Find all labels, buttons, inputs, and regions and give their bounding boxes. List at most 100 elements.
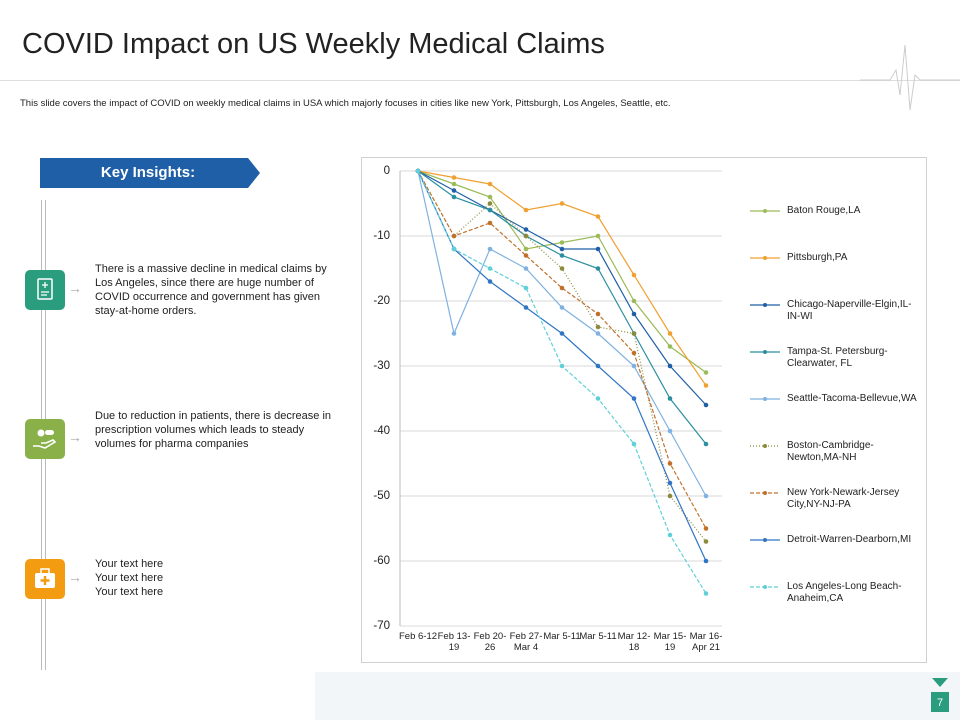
point	[595, 214, 601, 219]
point	[559, 285, 565, 291]
x-tick-label: Feb 27-Mar 4	[509, 631, 543, 653]
point	[523, 227, 529, 232]
legend-entry: New York-Newark-Jersey City,NY-NJ-PA	[787, 487, 900, 510]
point	[631, 350, 637, 356]
point	[487, 220, 493, 226]
arrow: →	[68, 280, 82, 296]
point	[523, 266, 529, 271]
legend-entry: Baton Rouge,LA	[787, 205, 861, 216]
icon-firstaid	[25, 559, 65, 599]
point	[631, 298, 637, 304]
point	[595, 396, 601, 401]
point	[667, 493, 673, 499]
x-tick-label: Feb 13-19	[437, 631, 471, 653]
insights-heading: Key Insights:	[101, 164, 195, 181]
legend-swatch-marker	[763, 585, 767, 589]
point	[487, 207, 493, 213]
point	[667, 344, 673, 349]
y-tick-label: -20	[373, 295, 390, 307]
legend-entry: Seattle-Tacoma-Bellevue,WA	[787, 393, 917, 404]
icon-medical	[25, 270, 65, 310]
legend-swatch-marker	[763, 538, 767, 542]
legend-swatch-marker	[763, 303, 767, 307]
legend-entry: Boston-Cambridge-Newton,MA-NH	[787, 440, 874, 463]
point	[523, 253, 529, 258]
y-tick-label: -50	[373, 490, 390, 502]
point	[487, 266, 493, 271]
point	[703, 539, 709, 544]
point	[631, 331, 637, 336]
legend-swatch-marker	[763, 397, 767, 401]
page-badge: 7	[931, 678, 949, 712]
point	[559, 246, 565, 252]
y-tick-label: -40	[373, 425, 390, 437]
point	[487, 201, 493, 206]
point	[559, 253, 565, 258]
point	[451, 246, 457, 252]
title-rule	[0, 80, 960, 81]
arrow: →	[68, 569, 82, 585]
y-tick-label: -70	[373, 620, 390, 632]
point	[523, 305, 529, 310]
point	[451, 233, 457, 239]
point	[559, 331, 565, 336]
insight-text: There is a massive decline in medical cl…	[95, 263, 327, 317]
chart-frame	[361, 157, 927, 663]
point	[487, 246, 493, 252]
point	[667, 461, 673, 466]
x-tick-label: Feb 20-26	[473, 631, 507, 653]
point	[631, 272, 637, 278]
point	[703, 402, 709, 408]
legend-entry: Tampa-St. Petersburg-Clearwater, FL	[787, 346, 888, 369]
point	[487, 194, 493, 200]
page-number: 7	[937, 697, 943, 709]
point	[451, 331, 457, 336]
point	[667, 363, 673, 369]
insight-text: Due to reduction in patients, there is d…	[95, 410, 332, 450]
point	[559, 201, 565, 206]
point	[523, 207, 529, 213]
slide-subtitle: This slide covers the impact of COVID on…	[20, 98, 671, 109]
insights-banner: Key Insights:	[40, 158, 260, 188]
slide-title: COVID Impact on US Weekly Medical Claims	[22, 28, 605, 60]
x-tick-label: Feb 6-12	[398, 631, 438, 642]
point	[451, 188, 457, 193]
legend-entry: Detroit-Warren-Dearborn,MI	[787, 534, 912, 545]
point	[487, 181, 493, 187]
legend-entry: Los Angeles-Long Beach-Anaheim,CA	[787, 581, 902, 604]
point	[703, 493, 709, 499]
arrow: →	[68, 429, 82, 445]
legend-swatch-marker	[763, 491, 767, 495]
x-tick-label: Mar 5-11	[579, 631, 617, 642]
point	[667, 480, 673, 486]
point	[703, 441, 709, 447]
point	[595, 363, 601, 369]
point	[703, 383, 709, 388]
footer-band	[315, 672, 960, 720]
point	[559, 363, 565, 369]
legend-swatch-marker	[763, 209, 767, 213]
icon-pills	[25, 419, 65, 459]
point	[667, 331, 673, 336]
point	[523, 246, 529, 252]
point	[631, 311, 637, 317]
point	[667, 396, 673, 401]
point	[559, 266, 565, 271]
legend-entry: Chicago-Naperville-Elgin,IL-IN-WI	[787, 299, 912, 322]
x-tick-label: Mar 15-19	[653, 631, 687, 653]
point	[523, 233, 529, 239]
point	[631, 363, 637, 369]
point	[667, 532, 673, 538]
y-tick-label: -60	[373, 555, 390, 567]
x-tick-label: Mar 16-Apr 21	[689, 631, 723, 653]
point	[703, 370, 709, 375]
heartbeat-decor	[860, 44, 960, 111]
point	[415, 168, 421, 174]
point	[595, 324, 601, 330]
legend-swatch-marker	[763, 256, 767, 260]
legend-swatch-marker	[763, 444, 767, 448]
legend-entry: Pittsburgh,PA	[787, 252, 848, 263]
point	[703, 591, 709, 596]
